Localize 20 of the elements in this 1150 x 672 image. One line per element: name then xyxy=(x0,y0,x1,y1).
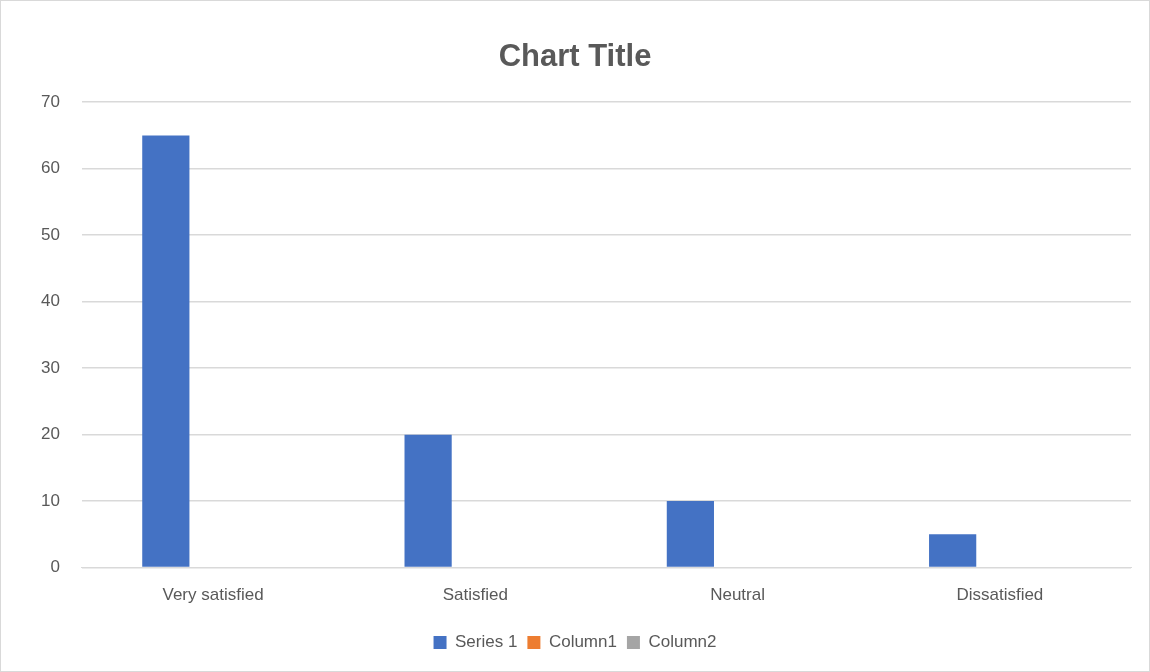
legend-label: Series 1 xyxy=(455,632,518,652)
bar xyxy=(929,534,977,567)
chart-title: Chart Title xyxy=(498,38,652,74)
y-tick-label: 70 xyxy=(40,91,60,111)
bar xyxy=(142,135,190,567)
y-tick-label: 20 xyxy=(40,424,60,444)
bar xyxy=(666,501,714,567)
x-tick-label: Dissatisfied xyxy=(956,585,1044,605)
y-tick-label: 60 xyxy=(40,158,60,178)
y-tick-label: 0 xyxy=(50,557,60,577)
y-tick-label: 40 xyxy=(40,291,60,311)
y-tick-label: 30 xyxy=(40,357,60,377)
y-tick-label: 10 xyxy=(40,490,60,510)
x-tick-label: Neutral xyxy=(710,585,765,605)
y-tick-label: 50 xyxy=(40,224,60,244)
legend-label: Column2 xyxy=(648,632,717,652)
bar xyxy=(404,434,452,567)
legend-label: Column1 xyxy=(548,632,617,652)
x-tick-label: Satisfied xyxy=(442,585,508,605)
x-tick-label: Very satisfied xyxy=(162,585,264,605)
